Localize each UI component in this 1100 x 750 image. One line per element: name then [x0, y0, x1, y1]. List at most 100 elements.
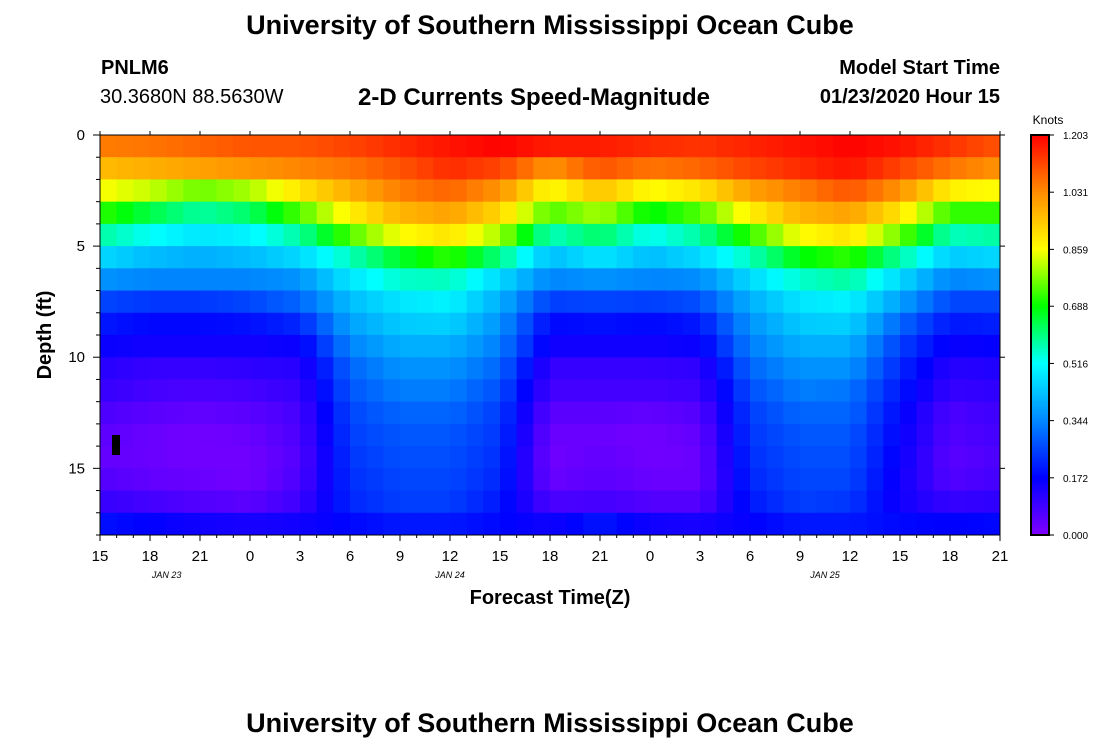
colorbar-frame: [1030, 134, 1050, 536]
heatmap-cell: [483, 157, 501, 181]
heatmap-cell: [983, 268, 1000, 292]
heatmap-cell: [816, 512, 834, 535]
heatmap-cell: [166, 201, 184, 225]
heatmap-cell: [383, 512, 401, 535]
heatmap-cell: [583, 468, 601, 492]
heatmap-cell: [150, 423, 168, 447]
heatmap-cell: [750, 401, 768, 425]
heatmap-cell: [716, 290, 734, 314]
heatmap-cell: [833, 135, 851, 158]
heatmap-cell: [500, 268, 518, 292]
heatmap-cell: [850, 312, 868, 336]
heatmap-cell: [550, 423, 568, 447]
heatmap-cell: [533, 290, 551, 314]
heatmap-cell: [633, 135, 651, 158]
heatmap-cell: [566, 179, 584, 203]
heatmap-cell: [400, 135, 418, 158]
heatmap-cell: [650, 223, 668, 247]
heatmap-cell: [216, 379, 234, 403]
heatmap-cell: [733, 157, 751, 181]
x-tick-label: 0: [646, 548, 654, 565]
heatmap-cell: [733, 468, 751, 492]
heatmap-cell: [666, 135, 684, 158]
heatmap-cell: [583, 135, 601, 158]
heatmap-cell: [933, 335, 951, 358]
heatmap-cell: [183, 379, 201, 403]
heatmap-cell: [416, 312, 434, 336]
heatmap-cell: [916, 512, 934, 535]
heatmap-cell: [683, 201, 701, 225]
heatmap-cell: [483, 357, 501, 381]
heatmap-cell: [100, 223, 118, 247]
heatmap-cell: [116, 312, 134, 336]
heatmap-cell: [400, 379, 418, 403]
heatmap-cell: [450, 179, 468, 203]
heatmap-cell: [116, 401, 134, 425]
heatmap-cell: [766, 490, 784, 514]
heatmap-cell: [916, 135, 934, 158]
heatmap-cell: [116, 290, 134, 314]
heatmap-cell: [316, 335, 334, 358]
heatmap-cell: [500, 290, 518, 314]
heatmap-cell: [300, 135, 318, 158]
heatmap-cell: [383, 135, 401, 158]
heatmap-cell: [150, 223, 168, 247]
heatmap-cell: [416, 179, 434, 203]
heatmap-cell: [133, 135, 151, 158]
heatmap-cell: [833, 379, 851, 403]
heatmap-cell: [366, 468, 384, 492]
heatmap-cell: [766, 423, 784, 447]
heatmap-cell: [316, 357, 334, 381]
heatmap-cell: [733, 490, 751, 514]
x-axis-label: Forecast Time(Z): [470, 587, 631, 609]
heatmap-cell: [933, 490, 951, 514]
heatmap-cell: [666, 157, 684, 181]
heatmap-cell: [233, 290, 251, 314]
heatmap-cell: [950, 401, 968, 425]
heatmap-cell: [133, 490, 151, 514]
heatmap-cell: [600, 135, 618, 158]
heatmap-cell: [666, 335, 684, 358]
heatmap-cell: [950, 268, 968, 292]
heatmap-cell: [933, 246, 951, 269]
heatmap-cell: [950, 357, 968, 381]
axis-ticks: [93, 131, 1005, 541]
heatmap-cell: [950, 179, 968, 203]
heatmap-cell: [183, 312, 201, 336]
heatmap-cell: [950, 423, 968, 447]
heatmap-cell: [816, 490, 834, 514]
heatmap-cell: [216, 423, 234, 447]
heatmap-cell: [416, 446, 434, 469]
heatmap-cell: [366, 135, 384, 158]
heatmap-cell: [250, 423, 268, 447]
heatmap-cell: [566, 223, 584, 247]
heatmap-cell: [283, 157, 301, 181]
heatmap-cell: [616, 157, 634, 181]
heatmap-cell: [383, 201, 401, 225]
heatmap-cell: [883, 312, 901, 336]
heatmap-cell: [116, 268, 134, 292]
heatmap-cell: [700, 512, 718, 535]
heatmap-cell: [916, 268, 934, 292]
heatmap-cell: [716, 201, 734, 225]
heatmap-cell: [300, 379, 318, 403]
heatmap-cell: [333, 401, 351, 425]
heatmap-cell: [316, 246, 334, 269]
heatmap-cell: [650, 357, 668, 381]
heatmap-cell: [783, 246, 801, 269]
heatmap-cell: [600, 312, 618, 336]
heatmap-cell: [333, 223, 351, 247]
heatmap-cell: [383, 179, 401, 203]
heatmap-cell: [883, 335, 901, 358]
heatmap-cell: [733, 512, 751, 535]
heatmap-cell: [150, 512, 168, 535]
heatmap-cell: [516, 446, 534, 469]
heatmap-cell: [616, 357, 634, 381]
heatmap-cell: [966, 135, 984, 158]
heatmap-cell: [116, 157, 134, 181]
heatmap-cell: [400, 312, 418, 336]
heatmap-cell: [600, 490, 618, 514]
heatmap-cell: [150, 179, 168, 203]
heatmap-cell: [183, 401, 201, 425]
page-title-bottom: University of Southern Mississippi Ocean…: [246, 708, 854, 738]
